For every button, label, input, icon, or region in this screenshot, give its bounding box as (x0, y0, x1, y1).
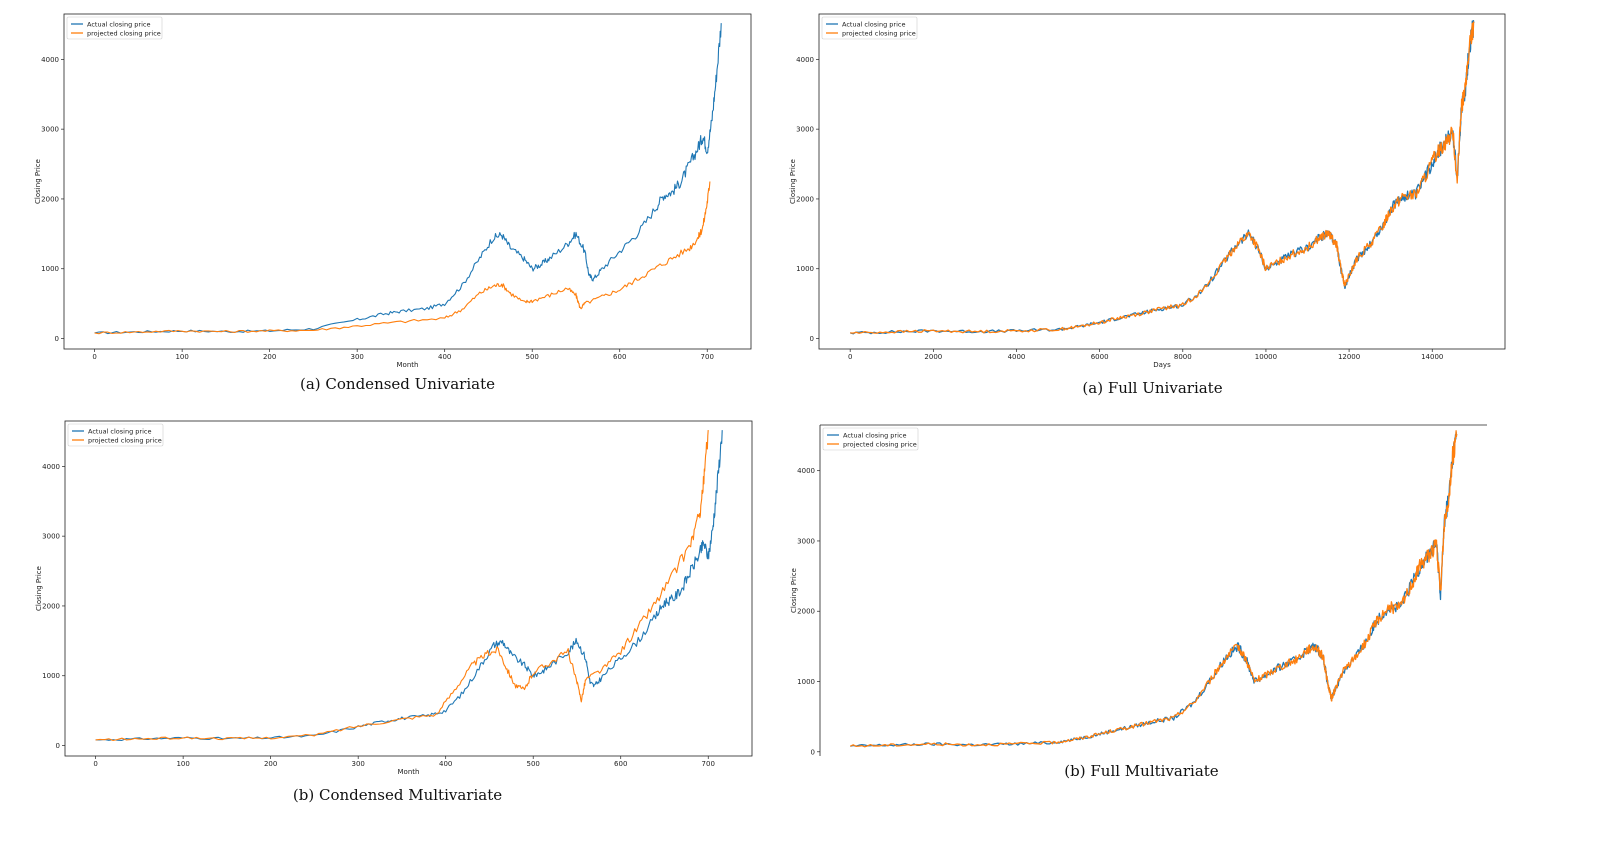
x-tick-label: 200 (263, 353, 276, 361)
x-tick-label: 12000 (1338, 353, 1360, 361)
legend-label-projected: projected closing price (842, 29, 916, 37)
x-tick-label: 600 (613, 353, 626, 361)
y-tick-label: 4000 (42, 463, 60, 471)
plot-frame (64, 420, 753, 757)
x-tick-label: 700 (701, 353, 714, 361)
legend-label-actual: Actual closing price (842, 20, 905, 28)
x-tick-label: 500 (527, 760, 540, 768)
caption-full-univariate: (a) Full Univariate (1082, 379, 1223, 397)
chart-condensed-multivariate: 0 1000 2000 3000 4000 0 100 200 300 400 500 600 700 M… (35, 420, 753, 776)
x-tick-label: 4000 (1008, 353, 1026, 361)
y-tick-label: 4000 (797, 467, 815, 475)
y-axis-title: Closing Price (34, 159, 42, 204)
series-line-projected (850, 21, 1475, 334)
series-line-actual (94, 23, 722, 335)
panel-full-univariate: 0 1000 2000 3000 4000 0 2000 4000 6000 8000 10000 1… (0, 0, 1597, 410)
y-axis-title: Closing Price (790, 568, 798, 613)
legend-box (821, 16, 918, 40)
series-line-projected (94, 181, 711, 335)
caption-full-multivariate: (b) Full Multivariate (1064, 762, 1219, 780)
caption-condensed-univariate: (a) Condensed Univariate (300, 375, 495, 393)
y-tick-label: 0 (56, 742, 60, 750)
y-tick-label: 1000 (42, 672, 60, 680)
legend-label-actual: Actual closing price (88, 427, 151, 435)
x-tick-label: 500 (526, 353, 539, 361)
y-tick-label: 2000 (41, 195, 59, 203)
y-tick-label: 0 (811, 748, 815, 756)
y-tick-label: 2000 (796, 195, 814, 203)
chart-condensed-univariate: 0 1000 2000 3000 4000 0 100 200 300 400 500 600 700 M… (34, 13, 752, 369)
x-tick-label: 400 (438, 353, 451, 361)
x-tick-label: 600 (614, 760, 627, 768)
y-tick-label: 0 (810, 335, 814, 343)
y-tick-label: 0 (55, 335, 59, 343)
series-line-projected (850, 430, 1458, 748)
x-tick-label: 6000 (1091, 353, 1109, 361)
x-axis-title: Month (397, 361, 419, 369)
y-tick-label: 2000 (797, 608, 815, 616)
x-tick-label: 0 (92, 353, 96, 361)
legend-label-actual: Actual closing price (87, 20, 150, 28)
series-line-actual (95, 430, 723, 741)
series-line-projected (95, 430, 709, 742)
plot-frame (818, 13, 1506, 350)
y-tick-label: 3000 (796, 126, 814, 134)
plot-frame (63, 13, 752, 350)
legend-label-projected: projected closing price (87, 29, 161, 37)
x-tick-label: 0 (93, 760, 97, 768)
legend-label-actual: Actual closing price (843, 431, 906, 439)
x-tick-label: 8000 (1174, 353, 1192, 361)
x-tick-label: 300 (351, 760, 364, 768)
chart-full-univariate: 0 1000 2000 3000 4000 0 2000 4000 6000 8000 10000 1… (789, 13, 1506, 369)
x-tick-label: 100 (175, 353, 188, 361)
series-line-actual (850, 431, 1458, 747)
legend-label-projected: projected closing price (88, 436, 162, 444)
y-tick-label: 3000 (42, 533, 60, 541)
y-tick-label: 1000 (797, 678, 815, 686)
x-tick-label: 700 (702, 760, 715, 768)
y-tick-label: 1000 (41, 265, 59, 273)
y-tick-label: 2000 (42, 602, 60, 610)
x-axis-title: Days (1153, 361, 1171, 369)
x-tick-label: 2000 (924, 353, 942, 361)
legend-box (822, 427, 919, 451)
x-tick-label: 14000 (1421, 353, 1443, 361)
panel-condensed-univariate: 0 1000 2000 3000 4000 0 100 200 300 400 500 600 700 M… (0, 0, 790, 410)
x-tick-label: 300 (350, 353, 363, 361)
y-tick-label: 1000 (796, 265, 814, 273)
legend-box (66, 16, 163, 40)
x-tick-label: 400 (439, 760, 452, 768)
x-tick-label: 100 (176, 760, 189, 768)
y-tick-label: 4000 (41, 56, 59, 64)
legend-label-projected: projected closing price (843, 440, 917, 448)
y-axis-title: Closing Price (789, 159, 797, 204)
y-tick-label: 3000 (41, 126, 59, 134)
y-tick-label: 4000 (796, 56, 814, 64)
y-axis-title: Closing Price (35, 566, 43, 611)
legend-box (67, 423, 164, 447)
x-axis-title: Month (398, 768, 420, 776)
panel-condensed-multivariate: 0 1000 2000 3000 4000 0 100 200 300 400 500 600 700 M… (0, 0, 790, 847)
y-tick-label: 3000 (797, 537, 815, 545)
x-tick-label: 10000 (1255, 353, 1277, 361)
caption-condensed-multivariate: (b) Condensed Multivariate (292, 786, 503, 804)
x-tick-label: 200 (264, 760, 277, 768)
x-tick-label: 0 (848, 353, 852, 361)
